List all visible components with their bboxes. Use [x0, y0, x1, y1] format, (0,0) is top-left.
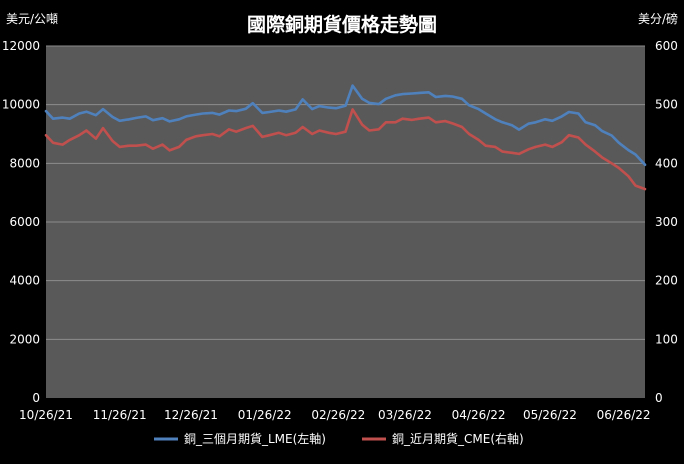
- legend: 銅_三個月期貨_LME(左軸) 銅_近月期貨_CME(右軸): [154, 431, 524, 446]
- x-tick-label: 01/26/22: [238, 408, 292, 422]
- left-axis-unit: 美元/公噸: [6, 12, 58, 26]
- gridlines: [46, 45, 645, 340]
- legend-label-lme: 銅_三個月期貨_LME(左軸): [184, 431, 326, 446]
- right-tick-label: 200: [655, 274, 678, 288]
- series-layer: [44, 84, 647, 191]
- right-axis: 0 100 200 300 400 500 600: [655, 39, 678, 405]
- x-tick-label: 03/26/22: [378, 408, 432, 422]
- left-tick-label: 4000: [9, 274, 40, 288]
- right-tick-label: 400: [655, 156, 678, 170]
- right-tick-label: 500: [655, 98, 678, 112]
- chart-title: 國際銅期貨價格走勢圖: [247, 13, 437, 36]
- x-tick-label: 05/26/22: [523, 408, 577, 422]
- left-tick-label: 12000: [2, 39, 40, 53]
- left-tick-label: 10000: [2, 98, 40, 112]
- x-tick-label: 02/26/22: [311, 408, 365, 422]
- x-tick-label: 11/26/21: [93, 408, 147, 422]
- left-tick-label: 8000: [9, 156, 40, 170]
- x-tick-label: 06/26/22: [597, 408, 651, 422]
- right-tick-label: 100: [655, 332, 678, 346]
- x-tick-label: 10/26/21: [19, 408, 73, 422]
- right-axis-unit: 美分/磅: [638, 11, 678, 26]
- left-tick-label: 6000: [9, 215, 40, 229]
- x-axis: 10/26/21 11/26/21 12/26/21 01/26/22 02/26/22…: [19, 408, 651, 422]
- right-tick-label: 600: [655, 39, 678, 53]
- right-tick-label: 300: [655, 215, 678, 229]
- x-tick-label: 04/26/22: [452, 408, 506, 422]
- left-tick-label: 2000: [9, 332, 40, 346]
- left-tick-label: 0: [32, 391, 40, 405]
- series-line-cme: [44, 108, 647, 191]
- series-line-lme: [44, 84, 647, 167]
- right-tick-label: 0: [655, 391, 663, 405]
- legend-label-cme: 銅_近月期貨_CME(右軸): [392, 431, 524, 446]
- x-tick-label: 12/26/21: [164, 408, 218, 422]
- left-axis: 0 2000 4000 6000 8000 10000 12000: [2, 39, 40, 405]
